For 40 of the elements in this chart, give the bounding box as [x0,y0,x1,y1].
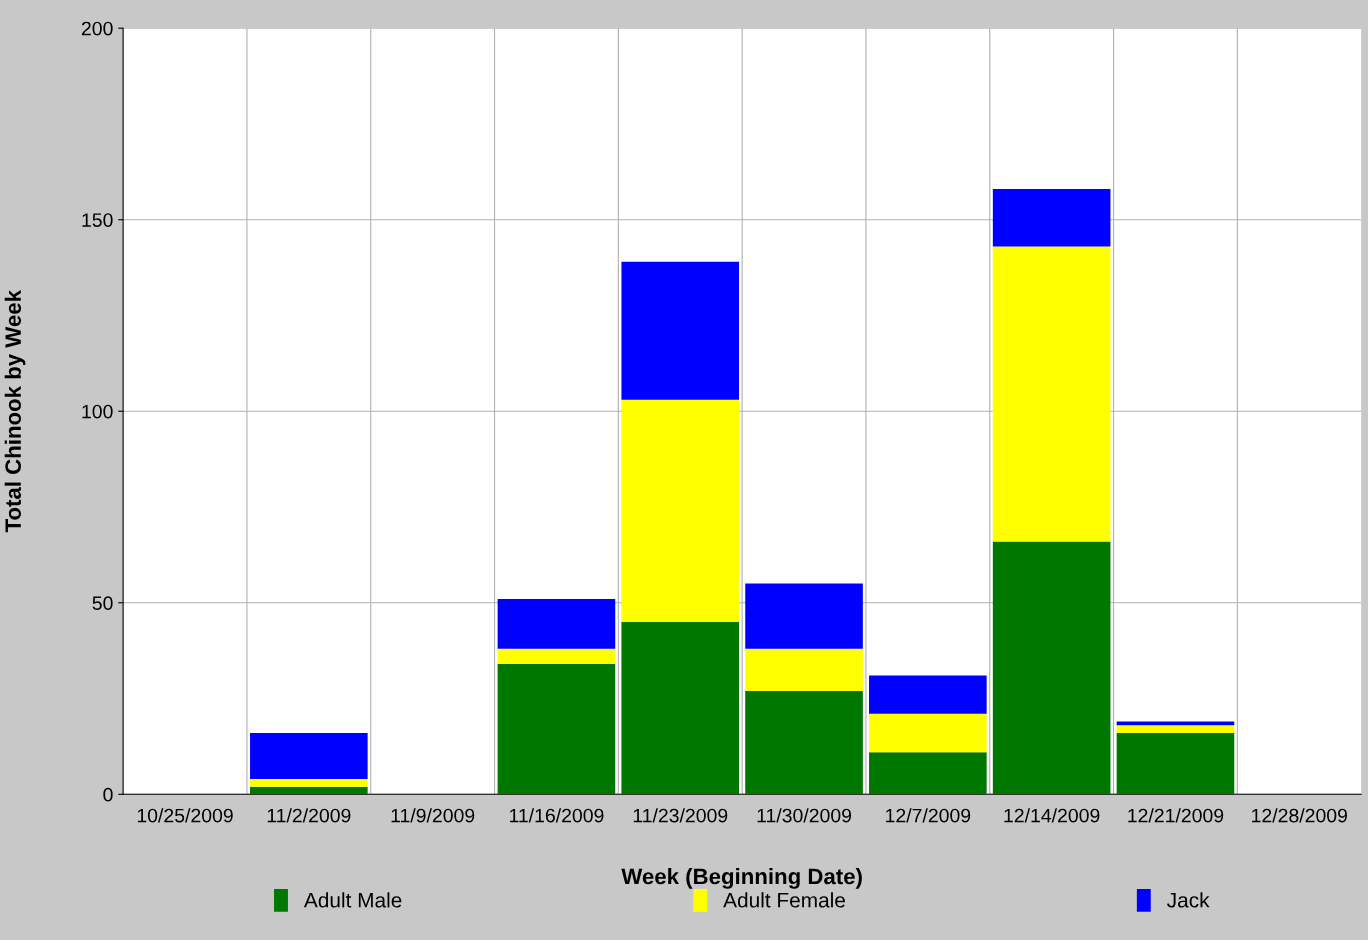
bar [745,690,863,795]
bar [745,648,863,691]
bar [869,713,987,753]
x-tick-label: 12/7/2009 [886,808,971,823]
y-tick-label: 100 [82,404,113,419]
bar [1116,733,1235,795]
bar [869,752,987,795]
bar [992,189,1111,247]
bar [1116,725,1235,734]
x-tick-label: 12/21/2009 [1128,808,1224,823]
bar [497,664,616,795]
x-axis-title: Week (Beginning Date) [621,867,862,889]
x-tick-label: 11/30/2009 [757,808,852,823]
y-axis-title: Total Chinook by Week [4,290,26,533]
x-tick-label: 12/28/2009 [1252,808,1347,823]
bar [992,246,1111,542]
legend-label: Adult Female [723,892,845,908]
bar [497,648,616,665]
bar [621,399,740,622]
bar [250,733,368,779]
bar [992,541,1111,795]
y-tick-label: 50 [92,596,113,611]
legend-label: Adult Male [303,892,402,908]
x-tick-label: 11/23/2009 [633,808,728,823]
x-tick-label: 11/2/2009 [267,808,351,823]
legend-label: Jack [1167,892,1210,908]
bar [869,675,987,714]
y-tick-label: 150 [82,213,113,227]
bar [497,598,616,649]
x-tick-label: 12/14/2009 [1004,808,1100,823]
x-tick-label: 11/9/2009 [391,808,475,823]
bar [621,621,740,795]
y-tick-label: 200 [81,21,113,36]
bar [621,261,740,400]
bar [250,786,368,795]
bar [745,583,863,649]
y-tick-label: 0 [103,787,113,802]
bar [250,778,368,787]
x-tick-label: 11/16/2009 [509,808,604,823]
x-tick-label: 10/25/2009 [137,808,233,823]
